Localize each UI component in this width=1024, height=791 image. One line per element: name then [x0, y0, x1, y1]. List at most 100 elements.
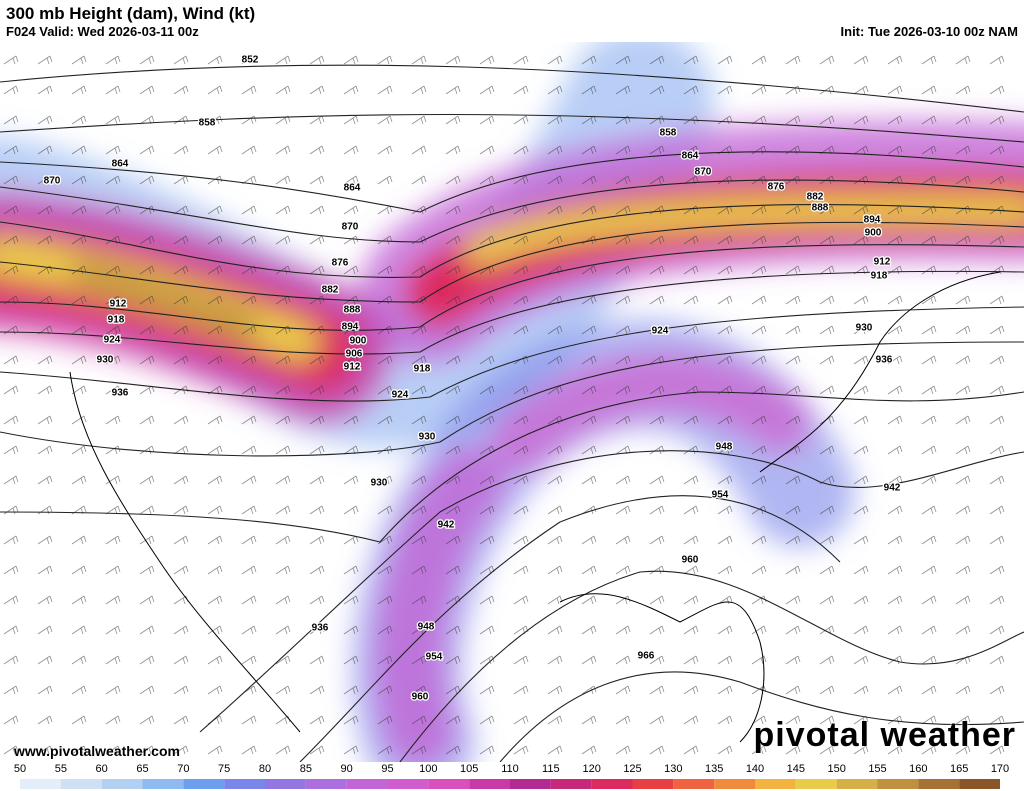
contour-label: 924 [104, 335, 121, 346]
colorbar-bin [387, 779, 429, 789]
contour-label: 918 [108, 315, 125, 326]
colorbar-label: 65 [136, 763, 148, 775]
colorbar-bin [673, 779, 715, 789]
contour-label: 954 [426, 652, 443, 663]
colorbar-label: 110 [501, 763, 519, 775]
contour-label: 960 [412, 692, 429, 703]
contour-label: 918 [871, 271, 888, 282]
colorbar-label: 85 [300, 763, 312, 775]
colorbar-label: 115 [542, 763, 560, 775]
contour-label: 924 [652, 326, 669, 337]
colorbar-bin [918, 779, 960, 789]
colorbar-label: 75 [218, 763, 230, 775]
contour-label: 918 [414, 364, 431, 375]
colorbar-bin [265, 779, 306, 789]
coastlines [69, 271, 1001, 743]
colorbar-bin [795, 779, 837, 789]
colorbar-bin [60, 779, 102, 789]
contour-label: 900 [865, 228, 882, 239]
colorbar-label: 55 [55, 763, 67, 775]
contour-label: 930 [856, 323, 873, 334]
contour-label: 858 [199, 118, 216, 129]
contour-label: 930 [419, 432, 436, 443]
colorbar-label: 150 [827, 763, 845, 775]
contour-label: 912 [110, 299, 127, 310]
colorbar-bin [142, 779, 184, 789]
colorbar-bin [591, 779, 633, 789]
colorbar-label: 80 [259, 763, 271, 775]
colorbar-bin [428, 779, 470, 789]
title: 300 mb Height (dam), Wind (kt) [6, 4, 256, 23]
contour-label: 900 [350, 336, 367, 347]
contour-label: 948 [418, 622, 435, 633]
colorbar-bin [469, 779, 510, 789]
wind-barbs [0, 42, 1024, 762]
colorbar-label: 170 [991, 763, 1009, 775]
colorbar-bin [877, 779, 919, 789]
colorbar-bin [20, 779, 61, 789]
colorbar-label: 70 [177, 763, 189, 775]
colorbar-bin [632, 779, 674, 789]
colorbar-bin [183, 779, 225, 789]
contour-label: 936 [876, 355, 893, 366]
colorbar-bin [346, 779, 388, 789]
colorbar-bin [836, 779, 878, 789]
contour-label: 852 [242, 55, 259, 66]
contour-label: 966 [638, 651, 655, 662]
contour-label: 936 [312, 623, 329, 634]
colorbar-label: 90 [341, 763, 353, 775]
website: www.pivotalweather.com [14, 743, 180, 759]
contour-label: 924 [392, 390, 409, 401]
init-time: Init: Tue 2026-03-10 00z NAM [840, 24, 1018, 39]
contour-label: 912 [344, 362, 361, 373]
colorbar-label: 165 [950, 763, 968, 775]
colorbar-label: 130 [664, 763, 682, 775]
colorbar-label: 105 [460, 763, 478, 775]
contour-label: 960 [682, 555, 699, 566]
colorbar-label: 145 [787, 763, 805, 775]
colorbar-label: 125 [623, 763, 641, 775]
contour-label: 894 [342, 322, 359, 333]
colorbar-bin [755, 779, 796, 789]
contour-label: 894 [864, 215, 881, 226]
contour-label: 882 [322, 285, 339, 296]
contour-label: 954 [712, 490, 729, 501]
contour-label: 870 [695, 167, 712, 178]
colorbar-label: 50 [14, 763, 26, 775]
contour-label: 936 [112, 388, 129, 399]
contour-label: 876 [332, 258, 349, 269]
colorbar-bin [959, 779, 1000, 789]
contour-label: 942 [884, 483, 901, 494]
contour-label: 912 [874, 257, 891, 268]
contour-label: 870 [342, 222, 359, 233]
colorbar-bin [510, 779, 551, 789]
colorbar-bin [224, 779, 265, 789]
colorbar-label: 100 [419, 763, 437, 775]
colorbar-bin [550, 779, 592, 789]
contour-label: 858 [660, 128, 677, 139]
colorbar-label: 160 [909, 763, 927, 775]
contour-label: 930 [371, 478, 388, 489]
contour-label: 888 [344, 305, 361, 316]
contour-label: 948 [716, 442, 733, 453]
colorbar-bin [305, 779, 347, 789]
contour-label: 864 [112, 159, 129, 170]
colorbar-label: 140 [746, 763, 764, 775]
valid-time: F024 Valid: Wed 2026-03-11 00z [6, 24, 199, 39]
contour-label: 864 [344, 183, 361, 194]
colorbar-bin [101, 779, 143, 789]
contour-label: 942 [438, 520, 455, 531]
contour-label: 906 [346, 349, 363, 360]
contour-label: 882 [807, 192, 824, 203]
contour-label: 888 [812, 203, 829, 214]
colorbar-label: 155 [868, 763, 886, 775]
colorbar-label: 135 [705, 763, 723, 775]
contour-label: 930 [97, 355, 114, 366]
colorbar: 50 55 60 65 70 75 80 85 90 95 100 105 110 115 120 125 13… [14, 763, 1009, 789]
colorbar-label: 60 [96, 763, 108, 775]
colorbar-bin [714, 779, 755, 789]
colorbar-label: 95 [381, 763, 393, 775]
height-contours [0, 64, 1024, 762]
